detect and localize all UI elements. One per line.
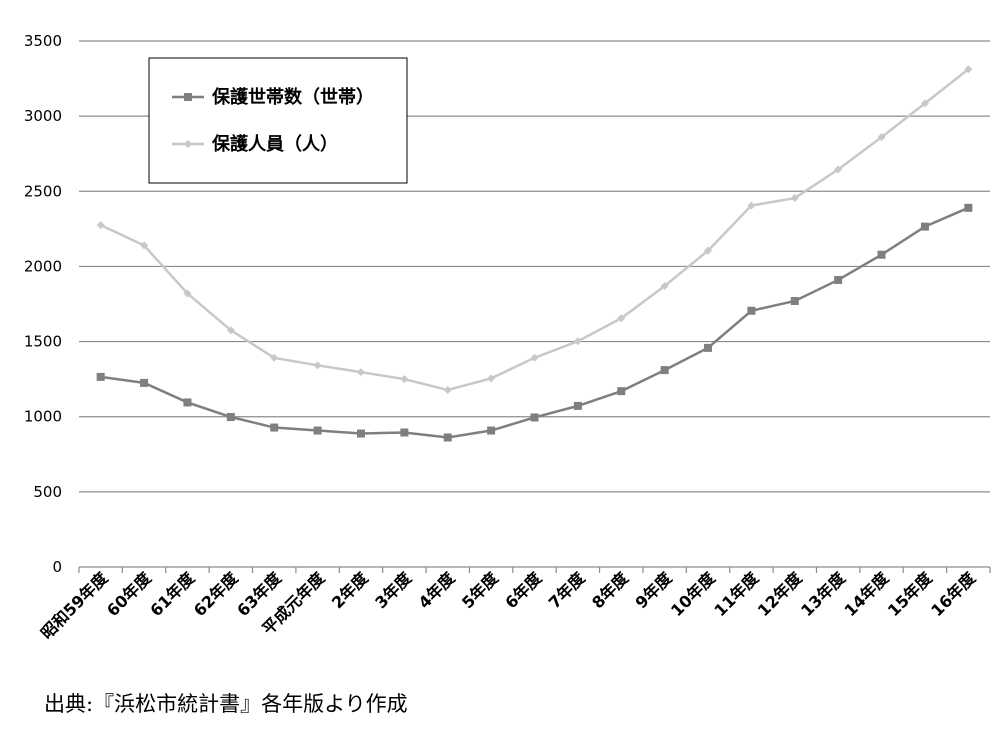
data-point [270,353,279,362]
x-tick-label: 61年度 [146,568,199,621]
x-tick-label: 4年度 [415,568,460,613]
y-tick-label: 2500 [24,182,62,200]
y-axis-ticks: 0 500 1000 1500 2000 2500 3000 3500 [24,32,62,576]
x-tick-label: 62年度 [190,568,243,621]
source-note: 出典:『浜松市統計書』各年版より作成 [44,692,408,716]
data-point [96,372,105,381]
data-point [790,194,799,203]
data-point [834,275,843,284]
x-tick-label: 16年度 [927,568,980,621]
x-tick-label: 5年度 [458,568,503,613]
data-point [964,203,973,212]
data-point [877,250,886,259]
data-point [920,99,929,108]
data-point [96,221,105,230]
data-point [834,165,843,174]
data-point [617,314,626,323]
data-point [226,413,235,422]
series-1 [96,65,973,394]
series-line [100,206,969,439]
data-point [573,337,582,346]
data-point [140,378,149,387]
data-point [920,222,929,231]
x-tick-label: 60年度 [103,568,156,621]
data-point [270,423,279,432]
y-tick-label: 500 [33,483,62,501]
x-tick-label: 6年度 [501,568,546,613]
data-point [313,426,322,435]
series-group [96,65,973,442]
data-point [183,289,192,298]
data-point [660,281,669,290]
x-tick-label: 7年度 [545,568,590,613]
legend-label: 保護人員（人） [211,133,338,155]
data-point [400,375,409,384]
x-tick-label: 11年度 [710,568,763,621]
y-tick-label: 3000 [24,107,62,125]
data-point [790,296,799,305]
data-point [530,413,539,422]
data-point [747,201,756,210]
x-tick-label: 3年度 [371,568,416,613]
x-tick-label: 12年度 [754,568,807,621]
x-tick-label: 8年度 [588,568,633,613]
data-point [617,387,626,396]
legend-marker [184,140,192,148]
data-point [747,306,756,315]
data-point [356,368,365,377]
data-point [183,398,192,407]
data-point [140,241,149,250]
y-tick-label: 2000 [24,257,62,275]
data-point [704,246,713,255]
data-point [530,353,539,362]
data-point [356,429,365,438]
x-tick-label: 2年度 [328,568,373,613]
y-tick-label: 0 [52,558,62,576]
y-tick-label: 3500 [24,32,62,50]
data-point [487,426,496,435]
data-point [964,65,973,74]
series-0 [96,203,973,442]
x-tick-label: 10年度 [667,568,720,621]
data-point [400,428,409,437]
data-point [226,326,235,335]
legend-label: 保護世帯数（世帯） [211,86,374,108]
x-tick-label: 15年度 [884,568,937,621]
data-point [573,401,582,410]
x-tick-label: 昭和59年度 [37,568,112,643]
x-tick-label: 14年度 [841,568,894,621]
data-point [443,385,452,394]
legend-marker [184,93,192,101]
data-point [443,433,452,442]
y-tick-label: 1000 [24,408,62,426]
data-point [487,374,496,383]
data-point [660,366,669,375]
legend: 保護世帯数（世帯） 保護人員（人） [148,57,408,184]
legend-box [148,57,408,184]
y-tick-label: 1500 [24,333,62,351]
data-point [704,343,713,352]
data-point [313,361,322,370]
x-tick-label: 13年度 [797,568,850,621]
data-point [877,133,886,142]
